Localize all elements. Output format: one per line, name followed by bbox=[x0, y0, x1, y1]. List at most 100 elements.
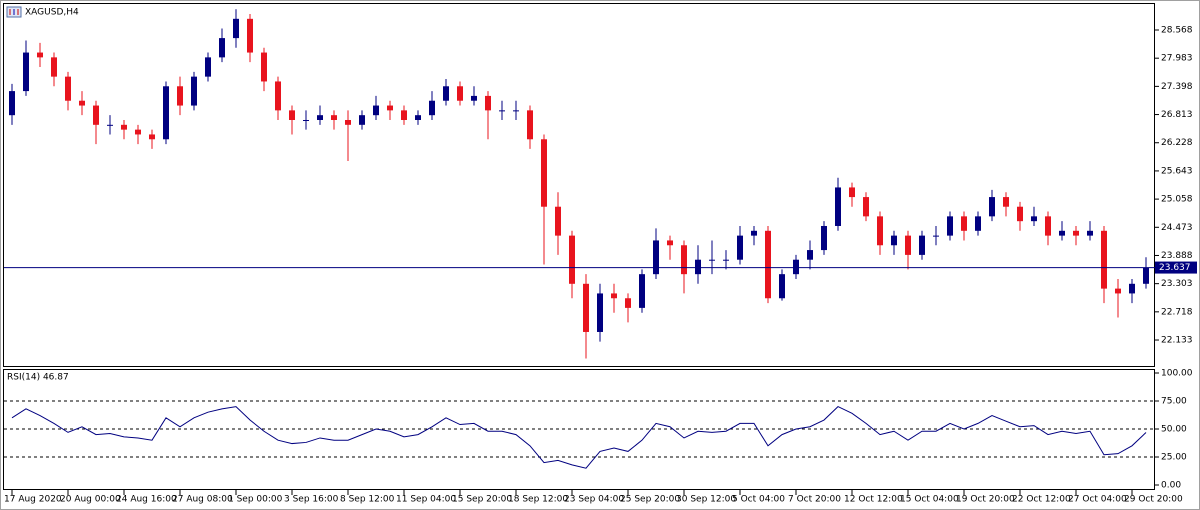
y-tick-label: 22.133 bbox=[1161, 336, 1193, 346]
candle-body bbox=[1031, 216, 1037, 222]
candle-body bbox=[261, 52, 267, 82]
candle-body bbox=[485, 95, 491, 111]
x-tick-label: 15 Sep 20:00 bbox=[452, 495, 512, 505]
candle-body bbox=[1101, 230, 1107, 289]
x-tick-label: 27 Aug 08:00 bbox=[172, 495, 233, 505]
candle-body bbox=[1143, 267, 1149, 284]
candle-body bbox=[513, 110, 519, 112]
candle-body bbox=[569, 235, 575, 284]
candle-body bbox=[555, 206, 561, 236]
candle-body bbox=[191, 76, 197, 106]
y-tick-label: 27.983 bbox=[1161, 54, 1193, 64]
candle-body bbox=[863, 197, 869, 217]
candle-body bbox=[149, 134, 155, 140]
candle-body bbox=[373, 105, 379, 116]
candle-body bbox=[1059, 230, 1065, 236]
candle-body bbox=[1045, 216, 1051, 236]
rsi-line bbox=[11, 405, 1147, 469]
x-tick-label: 15 Oct 04:00 bbox=[900, 495, 959, 505]
candle-body bbox=[331, 115, 337, 120]
y-tick-label: 28.568 bbox=[1161, 26, 1193, 36]
candle-body bbox=[597, 293, 603, 332]
candle-body bbox=[9, 91, 15, 116]
candle-body bbox=[583, 283, 589, 332]
candle-body bbox=[765, 230, 771, 299]
candle-body bbox=[849, 187, 855, 198]
candle-body bbox=[681, 245, 687, 275]
candle-body bbox=[79, 100, 85, 106]
y-tick-label: 25.00 bbox=[1161, 453, 1187, 463]
candle-body bbox=[1017, 206, 1023, 222]
symbol-icon bbox=[6, 6, 22, 18]
candle-body bbox=[835, 187, 841, 226]
current-price-box bbox=[1155, 261, 1197, 274]
y-tick-label: 26.813 bbox=[1161, 110, 1193, 120]
candle-body bbox=[37, 52, 43, 58]
chart-title: XAGUSD,H4 bbox=[25, 8, 79, 18]
rsi-title: RSI(14) 46.87 bbox=[7, 373, 69, 383]
candle-body bbox=[471, 95, 477, 101]
y-tick-label: 23.888 bbox=[1161, 251, 1193, 261]
candle-body bbox=[303, 119, 309, 121]
candle-body bbox=[527, 110, 533, 140]
candle-body bbox=[737, 235, 743, 260]
candle-body bbox=[975, 216, 981, 231]
candle-body bbox=[289, 110, 295, 120]
candle-body bbox=[723, 259, 729, 261]
candle-body bbox=[275, 81, 281, 111]
x-tick-label: 12 Oct 12:00 bbox=[844, 495, 903, 505]
candle-body bbox=[51, 57, 57, 77]
x-tick-label: 27 Oct 04:00 bbox=[1068, 495, 1127, 505]
y-tick-label: 50.00 bbox=[1161, 425, 1187, 435]
candle-body bbox=[779, 274, 785, 299]
candle-body bbox=[247, 18, 253, 53]
candle-body bbox=[611, 293, 617, 299]
candle-body bbox=[905, 235, 911, 255]
candle-body bbox=[443, 86, 449, 101]
candle-body bbox=[639, 274, 645, 308]
candle-body bbox=[667, 240, 673, 246]
candle-body bbox=[807, 250, 813, 260]
y-tick-label: 75.00 bbox=[1161, 397, 1187, 407]
candle-body bbox=[793, 259, 799, 275]
x-tick-label: 18 Sep 12:00 bbox=[508, 495, 568, 505]
x-tick-label: 24 Aug 16:00 bbox=[116, 495, 177, 505]
candle-body bbox=[933, 235, 939, 237]
candle-body bbox=[121, 124, 127, 130]
candle-body bbox=[163, 86, 169, 140]
candle-body bbox=[919, 235, 925, 255]
candle-body bbox=[387, 105, 393, 111]
x-tick-label: 19 Oct 20:00 bbox=[956, 495, 1015, 505]
x-tick-label: 11 Sep 04:00 bbox=[396, 495, 456, 505]
candle-body bbox=[891, 235, 897, 246]
x-tick-label: 23 Sep 04:00 bbox=[564, 495, 624, 505]
price-panel bbox=[3, 3, 1155, 367]
y-tick-label: 22.718 bbox=[1161, 307, 1193, 317]
candle-body bbox=[1073, 230, 1079, 236]
candle-body bbox=[989, 197, 995, 217]
x-tick-label: 8 Sep 12:00 bbox=[340, 495, 395, 505]
x-tick-label: 29 Oct 20:00 bbox=[1124, 495, 1183, 505]
candle-body bbox=[429, 100, 435, 116]
candle-body bbox=[695, 259, 701, 275]
x-tick-label: 7 Oct 20:00 bbox=[788, 495, 841, 505]
candle-body bbox=[625, 298, 631, 308]
y-tick-label: 24.473 bbox=[1161, 223, 1193, 233]
candle-body bbox=[345, 119, 351, 125]
x-tick-label: 30 Sep 12:00 bbox=[676, 495, 736, 505]
candle-body bbox=[219, 38, 225, 58]
y-tick-label: 25.058 bbox=[1161, 195, 1193, 205]
x-tick-label: 3 Sep 16:00 bbox=[284, 495, 339, 505]
candle-body bbox=[541, 139, 547, 207]
y-tick-label: 26.228 bbox=[1161, 138, 1193, 148]
candle-body bbox=[821, 225, 827, 251]
candle-body bbox=[1087, 230, 1093, 236]
candle-body bbox=[317, 115, 323, 120]
x-tick-label: 25 Sep 20:00 bbox=[620, 495, 680, 505]
y-tick-label: 23.303 bbox=[1161, 279, 1193, 289]
candle-body bbox=[401, 110, 407, 120]
candle-body bbox=[205, 57, 211, 77]
candle-body bbox=[653, 240, 659, 275]
candle-body bbox=[135, 129, 141, 135]
